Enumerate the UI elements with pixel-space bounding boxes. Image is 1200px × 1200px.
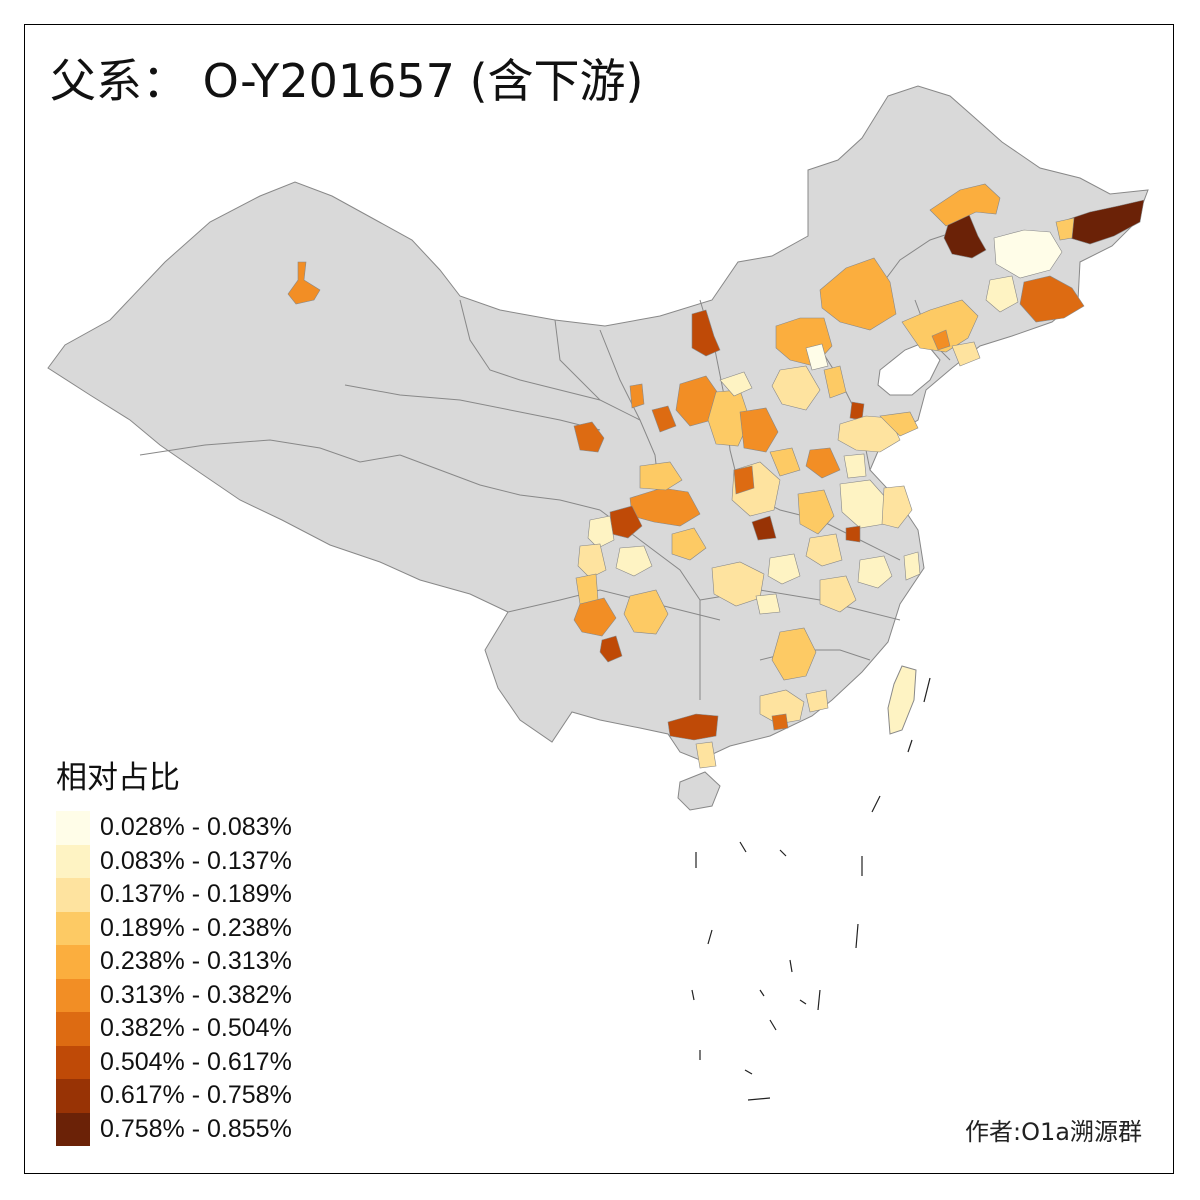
legend-title: 相对占比 xyxy=(56,760,180,796)
legend-swatch xyxy=(56,844,90,878)
legend-label: 0.083% - 0.137% xyxy=(100,846,292,875)
region-neimeng-b xyxy=(691,309,721,357)
region-shandong-c xyxy=(805,447,841,479)
region-hunan-a xyxy=(771,627,817,681)
region-heilongjiang-b xyxy=(929,183,1001,227)
region-heilongjiang-c xyxy=(1059,199,1145,245)
legend-swatch xyxy=(56,911,90,945)
region-guangdong-a xyxy=(759,689,805,725)
bohai-sea xyxy=(877,341,941,396)
region-shandong-a xyxy=(837,415,901,453)
region-anhui-c xyxy=(805,533,843,567)
taiwan-island xyxy=(887,665,917,735)
region-zhejiang-b xyxy=(903,551,921,581)
legend-label: 0.758% - 0.855% xyxy=(100,1114,292,1143)
legend-item: 0.382% - 0.504% xyxy=(56,1012,292,1046)
region-liaoning-b xyxy=(931,329,951,351)
region-guangxi-a xyxy=(667,713,719,741)
region-anhui-a xyxy=(797,489,835,535)
region-henan-c xyxy=(733,465,755,495)
region-shaanxi-d xyxy=(639,461,683,491)
region-sichuan-c xyxy=(577,543,607,579)
legend-label: 0.617% - 0.758% xyxy=(100,1081,292,1110)
legend-item: 0.238% - 0.313% xyxy=(56,945,292,979)
hainan-island xyxy=(677,771,721,811)
region-shandong-d xyxy=(843,453,867,479)
author-credit: 作者:O1a溯源群 xyxy=(965,1118,1142,1146)
region-hebei-b xyxy=(823,365,847,399)
legend-label: 0.137% - 0.189% xyxy=(100,880,292,909)
region-jilin-a xyxy=(1019,275,1085,323)
region-guangdong-c xyxy=(805,689,829,713)
legend-items: 0.028% - 0.083% 0.083% - 0.137% 0.137% - 0… xyxy=(56,811,292,1146)
legend-label: 0.504% - 0.617% xyxy=(100,1047,292,1076)
region-yunnan-a xyxy=(599,635,623,663)
legend-label: 0.238% - 0.313% xyxy=(100,947,292,976)
region-guizhou-a xyxy=(623,589,669,635)
legend-swatch xyxy=(56,945,90,979)
legend-item: 0.083% - 0.137% xyxy=(56,844,292,878)
legend-label: 0.313% - 0.382% xyxy=(100,980,292,1009)
legend-label: 0.189% - 0.238% xyxy=(100,913,292,942)
region-gansu-a xyxy=(573,421,605,453)
region-anhui-b xyxy=(845,525,861,543)
region-chongqing xyxy=(671,527,707,561)
legend-item: 0.758% - 0.855% xyxy=(56,1112,292,1146)
region-sichuan-f xyxy=(615,545,653,577)
legend-item: 0.313% - 0.382% xyxy=(56,978,292,1012)
region-liaoning-a xyxy=(901,299,979,353)
legend-label: 0.028% - 0.083% xyxy=(100,813,292,842)
legend-item: 0.504% - 0.617% xyxy=(56,1045,292,1079)
legend-item: 0.137% - 0.189% xyxy=(56,878,292,912)
region-xinjiang xyxy=(287,261,321,305)
region-shaanxi-a xyxy=(651,405,677,433)
region-jiangsu-b xyxy=(881,485,913,529)
mainland-china xyxy=(47,85,1149,761)
legend-swatch xyxy=(56,978,90,1012)
region-shanxi-d xyxy=(719,371,753,397)
colored-regions xyxy=(287,183,1145,769)
map-title: 父系： O-Y201657 (含下游) xyxy=(50,54,644,108)
region-jilin-b xyxy=(985,275,1019,313)
region-neimeng-a xyxy=(819,257,897,331)
region-heilongjiang-d xyxy=(1055,217,1075,241)
legend-swatch xyxy=(56,1112,90,1146)
legend: 相对占比 0.028% - 0.083% 0.083% - 0.137% 0.137… xyxy=(56,752,292,1146)
region-heilongjiang-e xyxy=(993,229,1063,279)
region-sichuan-e xyxy=(573,597,617,637)
region-shanxi-c xyxy=(739,407,779,453)
province-borders xyxy=(139,229,961,700)
region-sichuan-b xyxy=(587,515,615,549)
region-zhejiang-a xyxy=(857,555,893,589)
region-shaanxi-b xyxy=(629,383,645,409)
region-hubei-b xyxy=(767,553,801,585)
legend-swatch xyxy=(56,878,90,912)
legend-item: 0.617% - 0.758% xyxy=(56,1079,292,1113)
legend-label: 0.382% - 0.504% xyxy=(100,1014,292,1043)
region-guangxi-b xyxy=(695,741,717,769)
region-heilongjiang-a xyxy=(943,211,987,259)
region-hebei-a xyxy=(771,365,821,411)
south-china-sea-islands xyxy=(691,677,931,1101)
region-beijing-b xyxy=(805,343,829,371)
legend-item: 0.028% - 0.083% xyxy=(56,811,292,845)
region-guangdong-b xyxy=(771,713,789,731)
legend-swatch xyxy=(56,1012,90,1046)
region-liaoning-c xyxy=(951,341,981,367)
region-henan-d xyxy=(751,515,777,541)
region-shandong-b xyxy=(879,411,919,437)
legend-swatch xyxy=(56,1079,90,1113)
region-henan-a xyxy=(769,447,801,477)
region-sichuan-d xyxy=(575,573,599,605)
legend-swatch xyxy=(56,1045,90,1079)
region-jiangxi-a xyxy=(819,575,857,613)
legend-swatch xyxy=(56,811,90,845)
region-hubei-c xyxy=(755,593,781,615)
legend-item: 0.189% - 0.238% xyxy=(56,911,292,945)
